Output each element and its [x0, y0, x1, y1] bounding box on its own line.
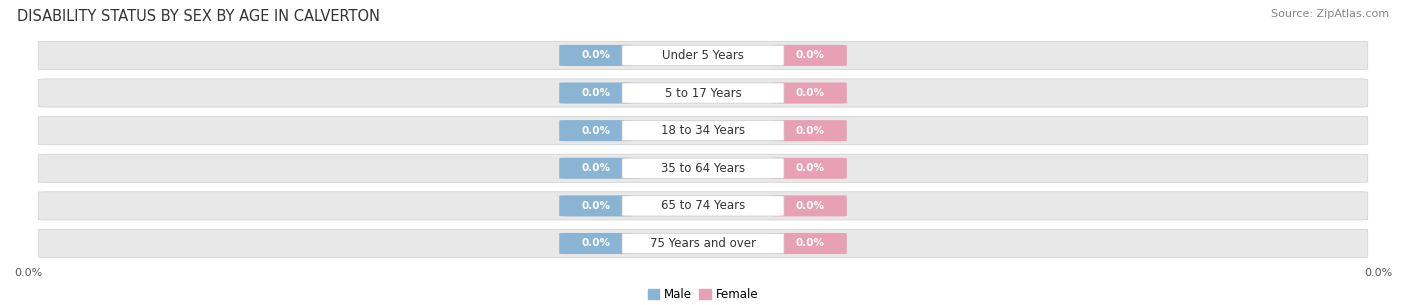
Text: 0.0%: 0.0%	[796, 50, 824, 60]
FancyBboxPatch shape	[772, 233, 846, 254]
FancyBboxPatch shape	[560, 158, 634, 179]
FancyBboxPatch shape	[38, 154, 1368, 182]
Text: 0.0%: 0.0%	[582, 201, 610, 211]
FancyBboxPatch shape	[772, 45, 846, 66]
FancyBboxPatch shape	[621, 45, 785, 66]
FancyBboxPatch shape	[560, 82, 634, 104]
Text: 0.0%: 0.0%	[796, 201, 824, 211]
Text: 65 to 74 Years: 65 to 74 Years	[661, 199, 745, 212]
FancyBboxPatch shape	[38, 229, 1368, 258]
Text: 5 to 17 Years: 5 to 17 Years	[665, 87, 741, 99]
FancyBboxPatch shape	[621, 158, 785, 178]
Text: 0.0%: 0.0%	[796, 126, 824, 136]
FancyBboxPatch shape	[38, 117, 1368, 145]
Text: 0.0%: 0.0%	[582, 88, 610, 98]
FancyBboxPatch shape	[621, 83, 785, 103]
FancyBboxPatch shape	[38, 79, 1368, 107]
Text: DISABILITY STATUS BY SEX BY AGE IN CALVERTON: DISABILITY STATUS BY SEX BY AGE IN CALVE…	[17, 9, 380, 24]
Text: 0.0%: 0.0%	[796, 239, 824, 249]
Text: 75 Years and over: 75 Years and over	[650, 237, 756, 250]
FancyBboxPatch shape	[560, 45, 634, 66]
Text: Under 5 Years: Under 5 Years	[662, 49, 744, 62]
FancyBboxPatch shape	[772, 158, 846, 179]
FancyBboxPatch shape	[38, 41, 1368, 70]
FancyBboxPatch shape	[772, 82, 846, 104]
Text: 18 to 34 Years: 18 to 34 Years	[661, 124, 745, 137]
FancyBboxPatch shape	[38, 192, 1368, 220]
FancyBboxPatch shape	[621, 120, 785, 141]
FancyBboxPatch shape	[772, 120, 846, 141]
FancyBboxPatch shape	[560, 195, 634, 217]
FancyBboxPatch shape	[621, 196, 785, 216]
Text: 0.0%: 0.0%	[582, 126, 610, 136]
Text: 0.0%: 0.0%	[796, 88, 824, 98]
Text: 35 to 64 Years: 35 to 64 Years	[661, 162, 745, 175]
FancyBboxPatch shape	[621, 233, 785, 254]
Text: 0.0%: 0.0%	[582, 50, 610, 60]
Legend: Male, Female: Male, Female	[643, 284, 763, 305]
Text: Source: ZipAtlas.com: Source: ZipAtlas.com	[1271, 9, 1389, 19]
FancyBboxPatch shape	[560, 233, 634, 254]
Text: 0.0%: 0.0%	[582, 239, 610, 249]
FancyBboxPatch shape	[772, 195, 846, 217]
FancyBboxPatch shape	[560, 120, 634, 141]
Text: 0.0%: 0.0%	[582, 163, 610, 173]
Text: 0.0%: 0.0%	[796, 163, 824, 173]
